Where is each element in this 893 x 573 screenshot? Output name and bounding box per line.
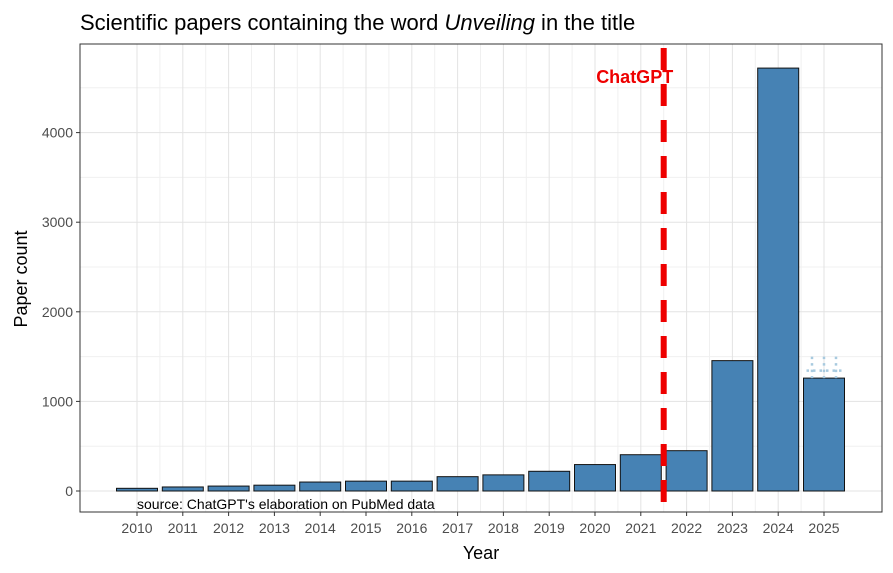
bar-2012: [207, 485, 250, 492]
plot-border: [79, 43, 883, 513]
y-tick-label: 2000: [42, 304, 73, 320]
y-axis-title: Paper count: [11, 230, 31, 327]
x-tick-label: 2023: [717, 520, 748, 536]
x-tick-label: 2015: [350, 520, 381, 536]
bar-2014: [299, 481, 342, 492]
x-tick-label: 2017: [442, 520, 473, 536]
bar-2025: [803, 377, 845, 492]
x-tick-label: 2014: [305, 520, 336, 536]
bars: [116, 67, 845, 492]
x-tick-label: 2020: [579, 520, 610, 536]
bar-2023: [711, 360, 754, 492]
x-tick-label: 2012: [213, 520, 244, 536]
bar-2015: [345, 480, 387, 492]
bar-2019: [528, 470, 571, 492]
x-tick-label: 2013: [259, 520, 290, 536]
bar-2010: [116, 487, 158, 492]
source-note: source: ChatGPT's elaboration on PubMed …: [137, 496, 435, 512]
y-tick-label: 0: [65, 483, 73, 499]
bar-2021: [619, 454, 662, 492]
x-tick-label: 2019: [534, 520, 565, 536]
bar-2020: [574, 464, 616, 492]
y-tick-label: 1000: [42, 393, 73, 409]
y-tick-label: 4000: [42, 125, 73, 141]
bar-2011: [161, 486, 204, 492]
x-tick-label: 2016: [396, 520, 427, 536]
chatgpt-annotation: ChatGPT: [596, 67, 673, 87]
bar-2017: [436, 476, 479, 492]
x-tick-label: 2011: [168, 520, 198, 536]
x-tick-label: 2018: [488, 520, 519, 536]
x-tick-label: 2021: [625, 520, 656, 536]
x-axis: 2010 2011 2012 2013 2014 2015 2016 2017 2018 2019…: [121, 512, 840, 536]
chart-title: Scientific papers containing the word Un…: [80, 10, 635, 35]
bar-2013: [253, 484, 296, 492]
x-tick-label: 2010: [121, 520, 152, 536]
x-tick-label: 2025: [808, 520, 839, 536]
y-axis: 0 1000 2000 3000 4000: [42, 125, 80, 499]
bar-2022: [665, 450, 708, 492]
bar-2016: [390, 480, 433, 492]
x-tick-label: 2024: [763, 520, 794, 536]
x-tick-label: 2022: [671, 520, 702, 536]
x-axis-title: Year: [463, 543, 499, 563]
y-tick-label: 3000: [42, 214, 73, 230]
minor-gridlines: [80, 44, 882, 512]
bar-2018: [482, 474, 525, 492]
bar-2024: [757, 67, 800, 492]
